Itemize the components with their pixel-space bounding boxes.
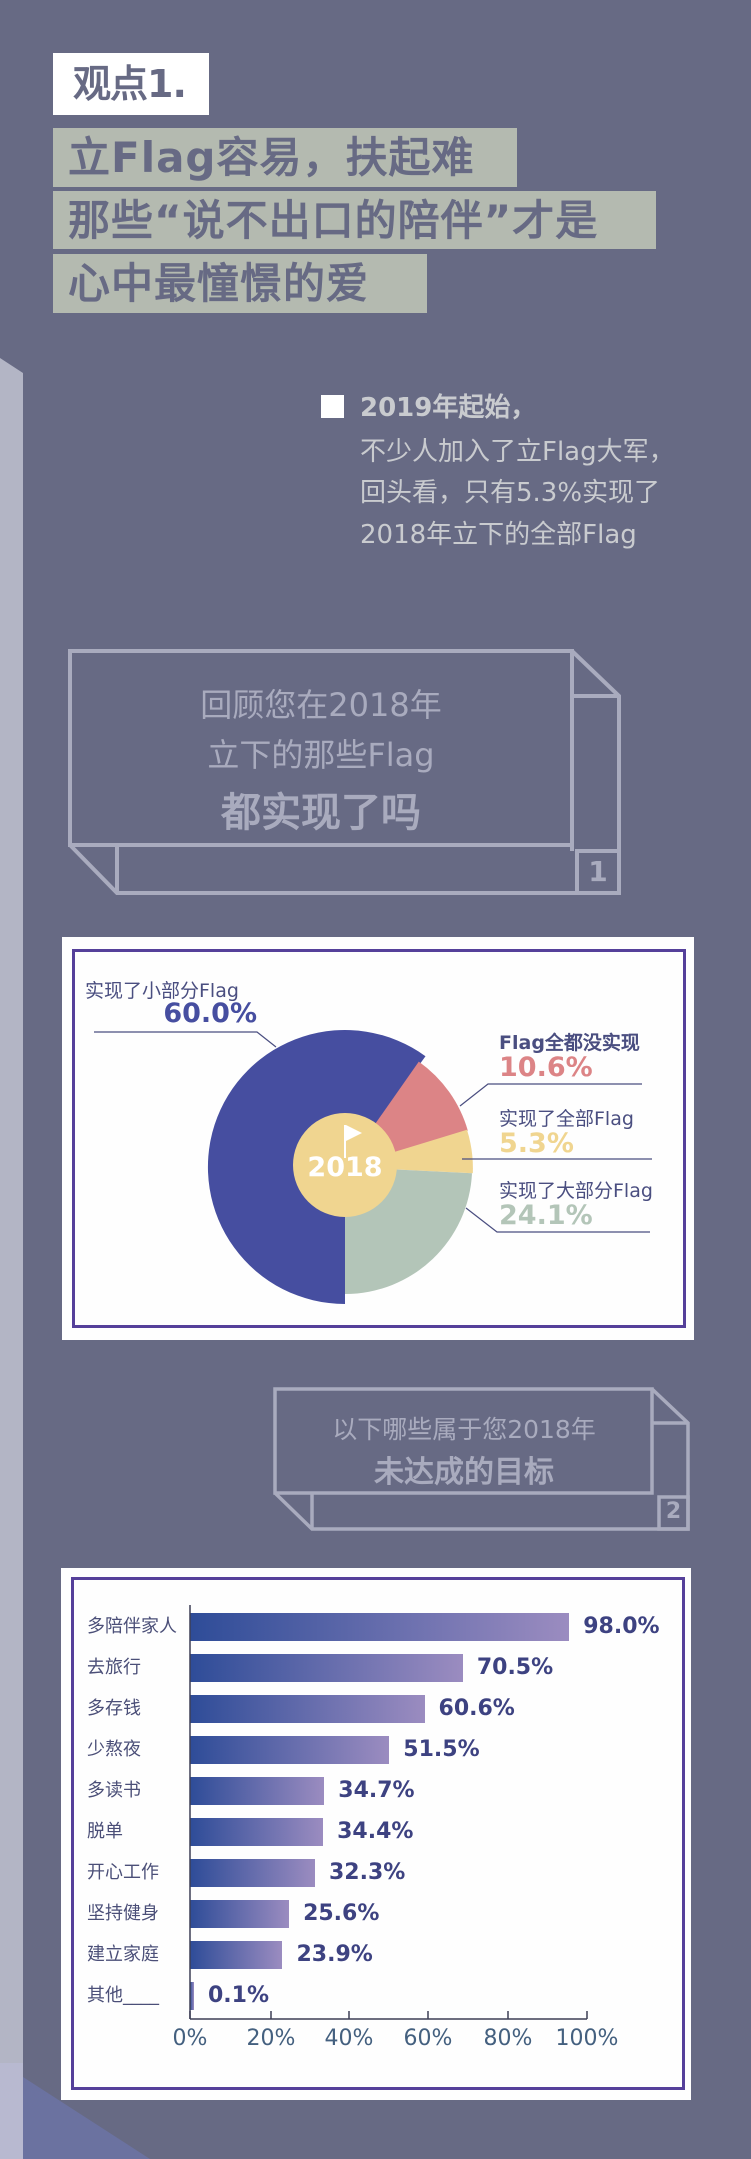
bar [190, 1654, 463, 1682]
x-tick-0: 0% [172, 2026, 208, 2051]
question-2-emphasis: 未达成的目标 [374, 1455, 554, 1490]
pie-chart [94, 1030, 652, 1304]
intro-line-3: 回头看，只有5.3%实现了 [360, 478, 661, 508]
pie-label-most: 实现了大部分Flag [499, 1180, 653, 1202]
question-box-2-frame [273, 1387, 690, 1531]
question-box-1-frame [68, 649, 621, 895]
pie-value-none: 10.6% [499, 1052, 593, 1083]
intro-line-1: 2019年起始， [360, 393, 537, 423]
pie-value-all: 5.3% [499, 1128, 574, 1159]
bar-value-label: 60.6% [438, 1696, 515, 1721]
pie-chart-border [72, 949, 686, 1328]
pie-label-all: 实现了全部Flag [499, 1108, 634, 1130]
bar-category-label: 开心工作 [87, 1862, 159, 1883]
bar [190, 1777, 325, 1805]
section-tag: 观点1. [53, 53, 209, 115]
bar [190, 1982, 194, 2010]
bar-category-label: 多陪伴家人 [87, 1616, 177, 1637]
bar-value-label: 98.0% [583, 1614, 660, 1639]
question-1-line-2: 立下的那些Flag [207, 736, 435, 774]
bar-value-label: 70.5% [476, 1655, 554, 1680]
bar [190, 1695, 425, 1723]
question-1-number: 1 [588, 855, 608, 888]
bar [190, 1613, 570, 1641]
bar [190, 1859, 315, 1887]
bar-chart-axes [189, 1605, 588, 2020]
pie-center-circle [293, 1113, 397, 1217]
bar-category-label: 其他____ [87, 1985, 159, 2006]
bar-value-label: 25.6% [303, 1901, 380, 1926]
question-1-line-1: 回顾您在2018年 [200, 686, 442, 724]
question-2-number: 2 [665, 1499, 682, 1524]
bullet-square-icon [321, 395, 344, 418]
bar-value-label: 23.9% [296, 1942, 373, 1967]
x-tick-80: 80% [483, 2026, 533, 2051]
x-tick-20: 20% [246, 2026, 296, 2051]
bar-chart-border [71, 1577, 685, 2090]
bar-category-label: 坚持健身 [87, 1903, 159, 1924]
question-2-line: 以下哪些属于您2018年 [332, 1415, 596, 1444]
intro-line-4: 2018年立下的全部Flag [360, 520, 637, 550]
question-1-emphasis: 都实现了吗 [221, 790, 421, 836]
bar-category-label: 多存钱 [87, 1698, 141, 1719]
title-line-1: 立Flag容易，扶起难 [53, 128, 517, 187]
title-line-3: 心中最憧憬的爱 [53, 254, 427, 313]
bar [190, 1900, 290, 1928]
bar-value-label: 34.4% [337, 1819, 414, 1844]
bar-value-label: 0.1% [208, 1983, 270, 2008]
bar-category-label: 多读书 [87, 1780, 141, 1801]
bar [190, 1941, 283, 1969]
bar [190, 1736, 390, 1764]
flag-icon [344, 1125, 362, 1158]
bar-category-label: 建立家庭 [87, 1944, 159, 1965]
pie-center-year: 2018 [307, 1152, 383, 1183]
x-tick-60: 60% [403, 2026, 453, 2051]
intro-line-2: 不少人加入了立Flag大军， [360, 437, 675, 467]
title-line-2: 那些“说不出口的陪伴”才是 [53, 191, 656, 249]
bar-value-label: 32.3% [329, 1860, 406, 1885]
pie-value-small-part: 60.0% [163, 998, 257, 1029]
bar-category-label: 去旅行 [87, 1657, 141, 1678]
pie-value-most: 24.1% [499, 1200, 593, 1231]
x-tick-40: 40% [324, 2026, 374, 2051]
bar [190, 1818, 324, 1846]
bar-value-label: 51.5% [403, 1737, 480, 1762]
bar-category-label: 少熬夜 [87, 1739, 141, 1760]
bar-value-label: 34.7% [338, 1778, 415, 1803]
bar-category-label: 脱单 [87, 1821, 123, 1842]
pie-label-small-part: 实现了小部分Flag [85, 980, 239, 1002]
pie-label-none: Flag全都没实现 [499, 1032, 640, 1054]
x-tick-100: 100% [555, 2026, 619, 2051]
